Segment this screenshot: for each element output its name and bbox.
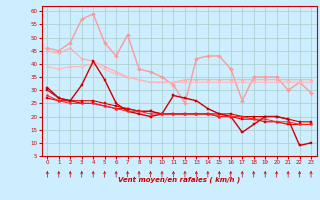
X-axis label: Vent moyen/en rafales ( km/h ): Vent moyen/en rafales ( km/h ) (118, 176, 240, 183)
